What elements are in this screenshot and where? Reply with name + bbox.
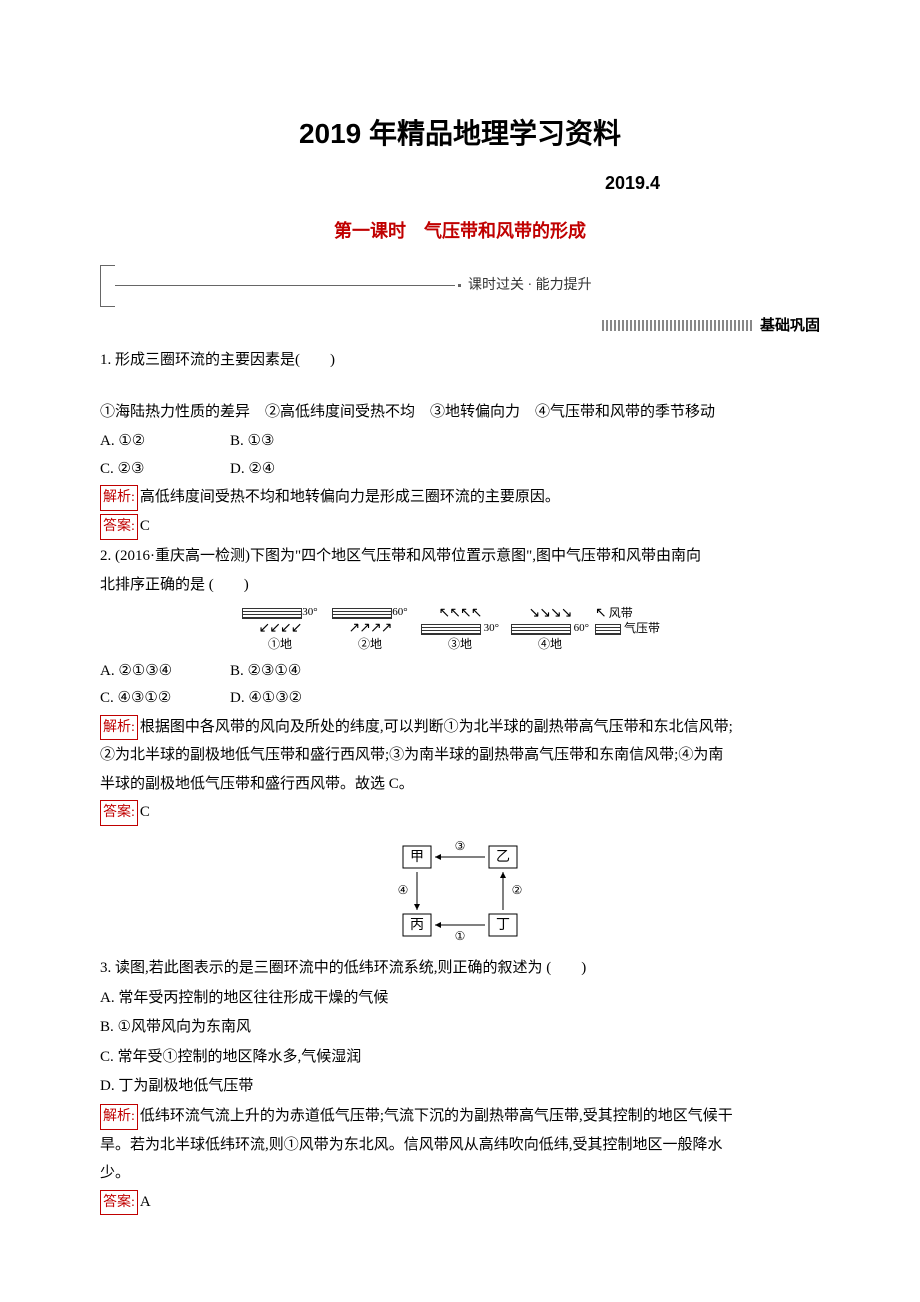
- hatch-bar-icon: [602, 320, 752, 331]
- deg-30: 30°: [302, 606, 317, 618]
- q2-explain1: 根据图中各风带的风向及所处的纬度,可以判断①为北半球的副热带高气压带和东北信风带…: [140, 719, 733, 735]
- q2-answer: 答案:C: [100, 800, 820, 826]
- q2-options-row2: C. ④③①② D. ④①③②: [100, 686, 820, 712]
- answer-label: 答案:: [100, 800, 138, 826]
- q1-optC: C. ②③: [100, 457, 230, 483]
- wind-cell-2: 60° ↗↗↗↗ ②地: [325, 605, 415, 653]
- q2-optC: C. ④③①②: [100, 686, 230, 712]
- section-divider: 课时过关 · 能力提升: [100, 265, 820, 307]
- edge-bottom: ①: [455, 929, 466, 943]
- edge-right: ②: [512, 883, 523, 897]
- cycle-svg: 甲 乙 丙 丁 ③ ② ① ④: [385, 836, 535, 946]
- q1-options-row1: A. ①② B. ①③: [100, 429, 820, 455]
- cell1-label: ①地: [235, 637, 325, 653]
- explain-label: 解析:: [100, 1104, 138, 1130]
- arrows-nw: ↘↘↘↘: [529, 605, 572, 619]
- pressure-band-icon: [511, 624, 571, 635]
- q3-answer-text: A: [140, 1194, 151, 1210]
- wind-cell-1: 30° ↙↙↙↙ ①地: [235, 605, 325, 653]
- q2-optD: D. ④①③②: [230, 686, 302, 712]
- q3-optC: C. 常年受①控制的地区降水多,气候湿润: [100, 1045, 820, 1071]
- wind-cell-3: ↖↖↖↖ 30° ③地: [415, 605, 505, 653]
- legend-pressure: 气压带: [624, 621, 660, 635]
- arrows-sw: ↗↗↗↗: [349, 620, 392, 634]
- wind-legend: ↖ 风带 气压带: [595, 605, 685, 653]
- edge-left: ④: [398, 883, 409, 897]
- q1-answer-text: C: [140, 518, 150, 534]
- q2-explain3: 半球的副极地低气压带和盛行西风带。故选 C。: [100, 772, 820, 798]
- lesson-subtitle: 第一课时 气压带和风带的形成: [100, 216, 820, 247]
- q3-explain: 解析:低纬环流气流上升的为赤道低气压带;气流下沉的为副热带高气压带,受其控制的地…: [100, 1104, 820, 1130]
- q1-optD: D. ②④: [230, 457, 275, 483]
- legend-wind: 风带: [609, 606, 633, 620]
- q1-subs: ①海陆热力性质的差异 ②高低纬度间受热不均 ③地转偏向力 ④气压带和风带的季节移…: [100, 400, 820, 426]
- q3-answer: 答案:A: [100, 1190, 820, 1216]
- legend-arrow-icon: ↖: [595, 605, 606, 619]
- basic-label: 基础巩固: [760, 313, 820, 339]
- cell2-label: ②地: [325, 637, 415, 653]
- bracket-icon: [100, 265, 115, 307]
- deg-60: 60°: [392, 606, 407, 618]
- q3-optB: B. ①风带风向为东南风: [100, 1015, 820, 1041]
- main-title: 2019 年精品地理学习资料: [100, 110, 820, 158]
- dot-icon: [458, 284, 461, 287]
- q1-stem: 1. 形成三圈环流的主要因素是( ): [100, 348, 820, 374]
- basic-section-header: 基础巩固: [100, 313, 820, 339]
- q2-optB: B. ②③①④: [230, 659, 301, 685]
- q3-explain1: 低纬环流气流上升的为赤道低气压带;气流下沉的为副热带高气压带,受其控制的地区气候…: [140, 1108, 733, 1124]
- edge-top: ③: [455, 839, 466, 853]
- answer-label: 答案:: [100, 514, 138, 540]
- q3-optA: A. 常年受丙控制的地区往往形成干燥的气候: [100, 986, 820, 1012]
- arrows-ne: ↙↙↙↙: [259, 620, 302, 634]
- pressure-band-icon: [242, 608, 302, 619]
- wind-cell-4: ↘↘↘↘ 60° ④地: [505, 605, 595, 653]
- q2-stem2: 北排序正确的是 ( ): [100, 573, 820, 599]
- explain-label: 解析:: [100, 485, 138, 511]
- q1-optA: A. ①②: [100, 429, 230, 455]
- node-bl: 丙: [410, 918, 424, 933]
- q2-options-row1: A. ②①③④ B. ②③①④: [100, 659, 820, 685]
- date-text: 2019.4: [100, 168, 820, 199]
- deg-30b: 30°: [481, 622, 499, 634]
- cycle-diagram: 甲 乙 丙 丁 ③ ② ① ④: [100, 836, 820, 946]
- q2-explain: 解析:根据图中各风带的风向及所处的纬度,可以判断①为北半球的副热带高气压带和东北…: [100, 715, 820, 741]
- wind-belt-diagram: 30° ↙↙↙↙ ①地 60° ↗↗↗↗ ②地 ↖↖↖↖ 30° ③地 ↘↘↘↘…: [100, 605, 820, 653]
- node-tr: 乙: [496, 849, 510, 865]
- legend-hatch-icon: [595, 624, 621, 635]
- q1-options-row2: C. ②③ D. ②④: [100, 457, 820, 483]
- q2-stem1: 2. (2016·重庆高一检测)下图为"四个地区气压带和风带位置示意图",图中气…: [100, 544, 820, 570]
- cell4-label: ④地: [505, 637, 595, 653]
- q1-answer: 答案:C: [100, 514, 820, 540]
- divider-text: 课时过关 · 能力提升: [464, 274, 596, 298]
- q1-optB: B. ①③: [230, 429, 274, 455]
- cell3-label: ③地: [415, 637, 505, 653]
- node-tl: 甲: [410, 850, 424, 865]
- subtitle-main: 气压带和风带的形成: [424, 221, 586, 241]
- arrows-se: ↖↖↖↖: [439, 605, 482, 619]
- q1-explain: 解析:高低纬度间受热不均和地转偏向力是形成三圈环流的主要原因。: [100, 485, 820, 511]
- document-page: 2019 年精品地理学习资料 2019.4 第一课时 气压带和风带的形成 课时过…: [0, 0, 920, 1278]
- pressure-band-icon: [332, 608, 392, 619]
- q3-explain2: 旱。若为北半球低纬环流,则①风带为东北风。信风带风从高纬吹向低纬,受其控制地区一…: [100, 1133, 820, 1159]
- q3-optD: D. 丁为副极地低气压带: [100, 1074, 820, 1100]
- explain-label: 解析:: [100, 715, 138, 741]
- q1-explain-text: 高低纬度间受热不均和地转偏向力是形成三圈环流的主要原因。: [140, 489, 560, 505]
- pressure-band-icon: [421, 624, 481, 635]
- divider-line: [115, 285, 455, 286]
- deg-60b: 60°: [571, 622, 589, 634]
- q3-stem: 3. 读图,若此图表示的是三圈环流中的低纬环流系统,则正确的叙述为 ( ): [100, 956, 820, 982]
- q3-explain3: 少。: [100, 1161, 820, 1187]
- q2-explain2: ②为北半球的副极地低气压带和盛行西风带;③为南半球的副热带高气压带和东南信风带;…: [100, 743, 820, 769]
- q2-optA: A. ②①③④: [100, 659, 230, 685]
- node-br: 丁: [496, 918, 510, 933]
- q2-answer-text: C: [140, 804, 150, 820]
- subtitle-prefix: 第一课时: [334, 221, 406, 241]
- answer-label: 答案:: [100, 1190, 138, 1216]
